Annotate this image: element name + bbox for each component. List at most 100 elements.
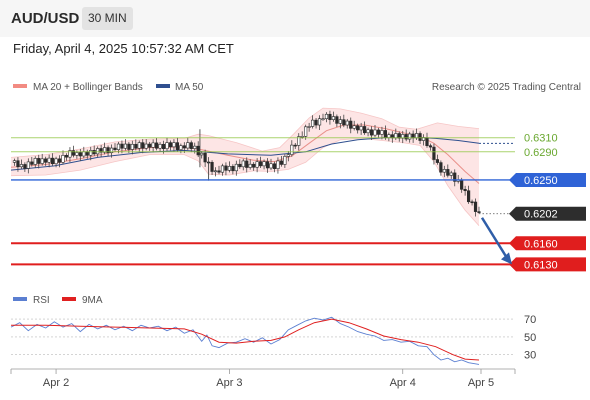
candle <box>352 120 356 131</box>
candle <box>144 139 148 151</box>
candle <box>449 170 453 179</box>
candle <box>12 158 17 166</box>
candle <box>376 127 381 138</box>
candle <box>175 137 180 152</box>
candle <box>241 158 245 171</box>
candle <box>189 140 193 153</box>
candle <box>151 139 155 153</box>
candle <box>224 162 228 176</box>
candle <box>203 149 207 167</box>
candle <box>477 206 481 214</box>
rsi-tick-label-30: 30 <box>524 350 536 362</box>
candle <box>435 154 440 165</box>
timestamp: Friday, April 4, 2025 10:57:32 AM CET <box>13 41 234 56</box>
candle <box>57 155 62 168</box>
bollinger-band-fill <box>11 108 479 226</box>
candle <box>40 153 44 166</box>
candle <box>210 160 214 176</box>
candle <box>290 140 294 157</box>
candle <box>19 159 24 169</box>
candle <box>310 115 315 129</box>
candle <box>335 114 339 127</box>
rsi-tick-label-50: 50 <box>524 332 536 344</box>
candle <box>186 137 190 151</box>
candle <box>470 199 474 206</box>
ma50-legend-label: MA 50 <box>175 82 204 93</box>
candle <box>33 156 37 168</box>
level-label-0.6160: 0.6160 <box>524 238 558 250</box>
level-tag-0.6250 <box>509 172 586 187</box>
level-label-0.6250: 0.6250 <box>524 175 558 187</box>
candle <box>252 162 256 171</box>
candle <box>238 159 242 169</box>
candle <box>213 167 218 177</box>
candle <box>314 118 318 129</box>
bollinger-upper-line <box>10 107 480 158</box>
candle <box>258 156 263 168</box>
timeframe-badge[interactable]: 30 MIN <box>82 7 133 30</box>
candle <box>404 129 408 142</box>
ma9-legend-swatch <box>62 297 76 301</box>
candle <box>148 141 152 151</box>
candle <box>338 116 342 129</box>
candle <box>331 111 336 122</box>
candle <box>245 157 249 173</box>
candle <box>307 122 311 132</box>
level-label-0.6310: 0.6310 <box>524 133 558 145</box>
forecast-arrow-shaft <box>480 217 508 258</box>
candle <box>362 121 367 135</box>
candle <box>359 122 363 135</box>
candle <box>342 114 346 128</box>
candle <box>30 156 34 167</box>
candle <box>297 133 301 151</box>
candle <box>127 141 131 153</box>
candle <box>78 148 82 161</box>
candle <box>123 139 127 151</box>
bollinger-lower-line <box>10 137 480 226</box>
candle <box>155 137 159 151</box>
price-plot-area <box>10 107 515 226</box>
candle <box>220 163 225 176</box>
bollinger-legend-swatch <box>13 84 27 88</box>
candle <box>255 158 259 173</box>
price-levels: 0.6310 0.6290 0.6250 0.6160 0.6130 0.6202 <box>11 133 586 272</box>
candle <box>466 185 471 204</box>
candle <box>16 157 20 172</box>
time-axis: Apr 2 Apr 3 Apr 4 Apr 5 <box>10 368 516 389</box>
candle <box>26 158 30 174</box>
candle <box>373 125 377 138</box>
rsi-plot-area: 30 50 70 <box>10 314 536 365</box>
current-price-tag <box>509 206 586 221</box>
candle <box>64 153 69 161</box>
candle <box>473 198 478 217</box>
candle <box>134 139 138 151</box>
candle <box>165 137 169 151</box>
time-tick-label: Apr 4 <box>390 377 416 389</box>
level-tag-0.6160 <box>509 236 586 251</box>
candle <box>182 142 186 153</box>
rsi-tick-label-70: 70 <box>524 314 536 326</box>
candle <box>158 142 162 152</box>
candle <box>248 159 252 170</box>
candle <box>172 139 176 152</box>
candle <box>317 115 322 130</box>
candle <box>366 127 370 137</box>
candle <box>61 150 65 165</box>
candle <box>47 154 51 168</box>
level-label-0.6290: 0.6290 <box>524 147 558 159</box>
research-credit: Research © 2025 Trading Central <box>432 82 581 93</box>
candle <box>44 156 48 166</box>
candle <box>276 157 280 174</box>
candle <box>168 140 173 151</box>
candle <box>442 165 446 178</box>
candle <box>272 161 277 173</box>
candle <box>109 144 114 158</box>
candle <box>137 140 141 152</box>
time-tick-label: Apr 2 <box>43 377 69 389</box>
candle <box>23 162 27 172</box>
candle <box>68 147 72 163</box>
level-label-0.6130: 0.6130 <box>524 259 558 271</box>
time-tick-label: Apr 3 <box>216 377 242 389</box>
candle <box>37 154 41 169</box>
